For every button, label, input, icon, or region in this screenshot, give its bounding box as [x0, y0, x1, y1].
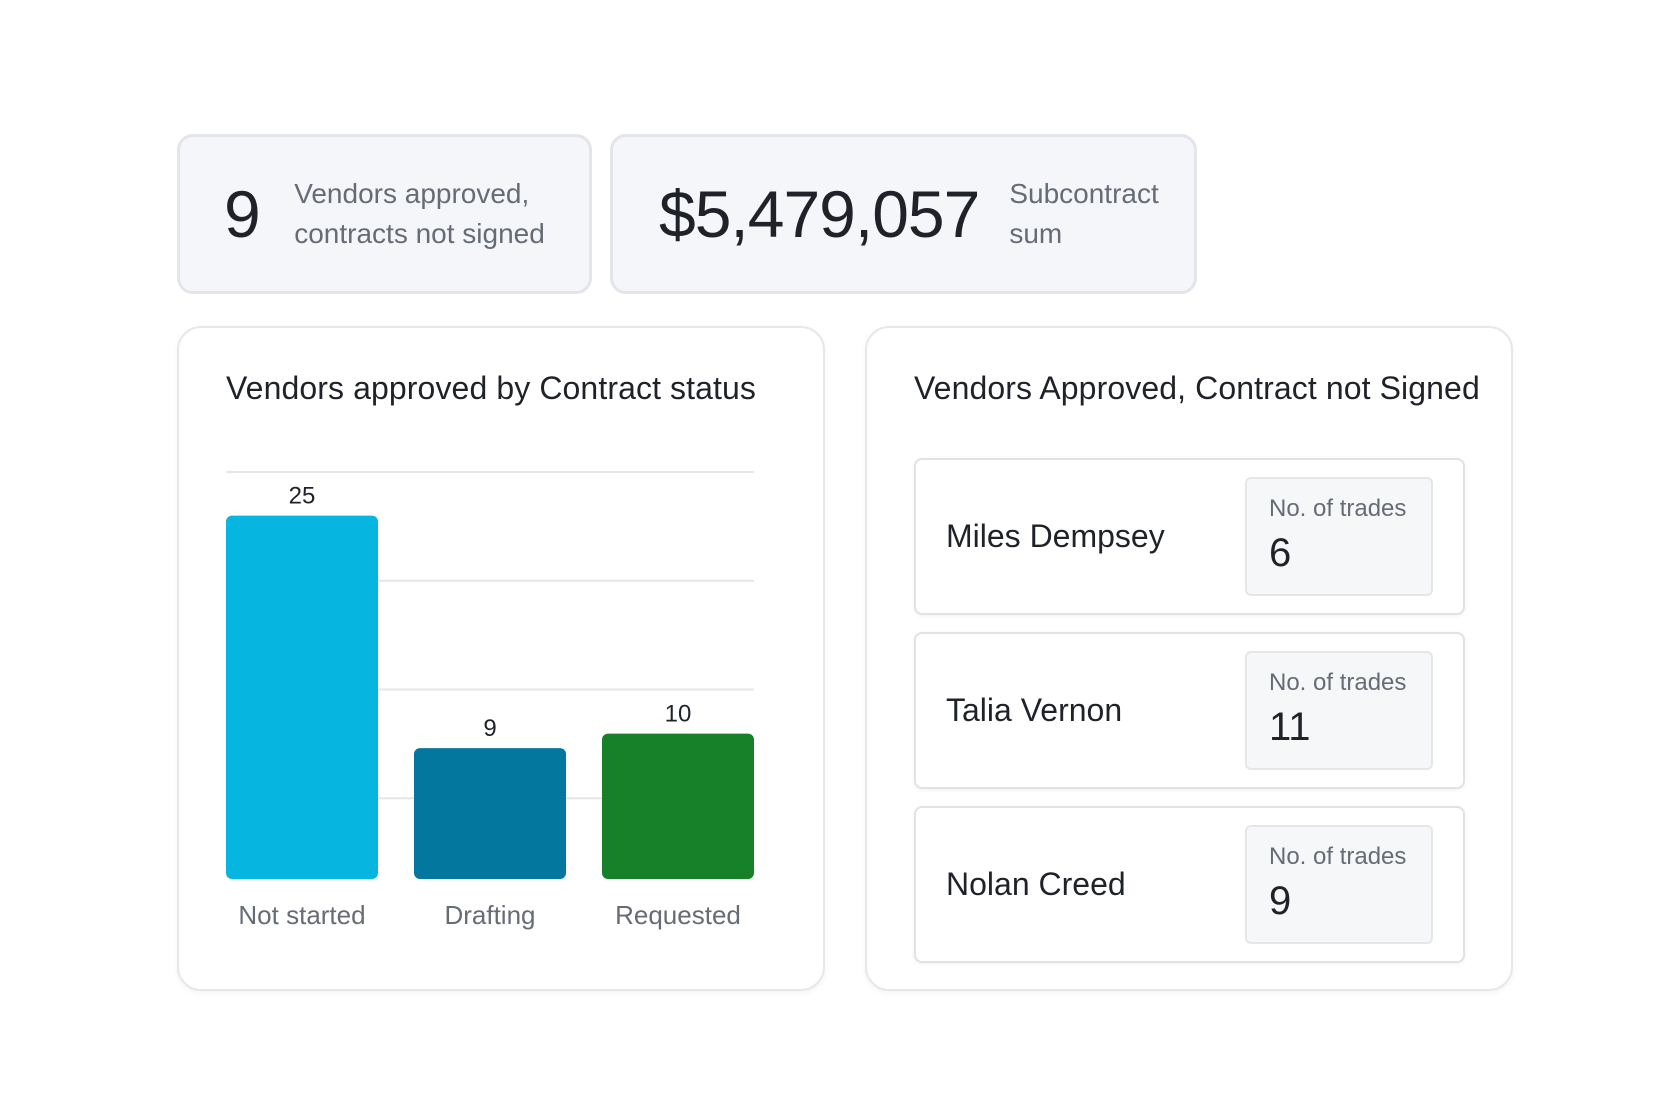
trades-label: No. of trades	[1269, 495, 1407, 522]
kpi-card-subcontract-sum[interactable]: $5,479,057 Subcontract sum	[610, 134, 1197, 294]
chart-panel-title: Vendors approved by Contract status	[226, 370, 757, 406]
bar-drafting[interactable]	[414, 748, 566, 879]
trades-value: 11	[1269, 705, 1311, 749]
trades-count-box: No. of trades 9	[1245, 825, 1433, 944]
kpi-vendors-label-line1: Vendors approved,	[294, 178, 530, 209]
bar-chart: 25 Not started 9 Drafting 10 Requested	[226, 471, 754, 930]
category-label: Not started	[238, 900, 365, 930]
vendor-name: Nolan Creed	[946, 866, 1126, 902]
category-label: Requested	[615, 900, 741, 930]
vendor-list-title: Vendors Approved, Contract not Signed	[914, 370, 1480, 406]
trades-label: No. of trades	[1269, 669, 1407, 696]
bar-requested[interactable]	[602, 733, 754, 879]
kpi-subcontract-value: $5,479,057	[659, 177, 980, 251]
trades-count-box: No. of trades 6	[1245, 477, 1433, 596]
kpi-card-vendors-approved[interactable]: 9 Vendors approved, contracts not signed	[177, 134, 592, 294]
vendor-name: Talia Vernon	[946, 692, 1123, 728]
vendor-card[interactable]: Miles Dempsey No. of trades 6	[914, 458, 1465, 615]
vendor-card[interactable]: Talia Vernon No. of trades 11	[914, 632, 1465, 789]
trades-value: 9	[1269, 879, 1292, 923]
bar-value-label: 25	[289, 483, 316, 510]
trades-count-box: No. of trades 11	[1245, 651, 1433, 770]
vendor-list-panel: Vendors Approved, Contract not Signed Mi…	[865, 326, 1513, 991]
kpi-subcontract-label-line2: sum	[1009, 218, 1063, 249]
vendor-card[interactable]: Nolan Creed No. of trades 9	[914, 806, 1465, 963]
kpi-subcontract-label-line1: Subcontract	[1009, 178, 1159, 209]
chart-panel: Vendors approved by Contract status 25 No…	[177, 326, 825, 991]
kpi-vendors-label: Vendors approved, contracts not signed	[294, 174, 545, 254]
category-label: Drafting	[444, 900, 535, 930]
kpi-subcontract-label: Subcontract sum	[1009, 174, 1158, 254]
kpi-vendors-label-line2: contracts not signed	[294, 218, 545, 249]
kpi-vendors-value: 9	[224, 177, 261, 251]
bar-value-label: 9	[483, 715, 496, 742]
trades-label: No. of trades	[1269, 843, 1407, 870]
bar-not-started[interactable]	[226, 515, 378, 879]
bar-value-label: 10	[665, 701, 692, 728]
trades-value: 6	[1269, 531, 1292, 575]
vendor-name: Miles Dempsey	[946, 518, 1165, 554]
